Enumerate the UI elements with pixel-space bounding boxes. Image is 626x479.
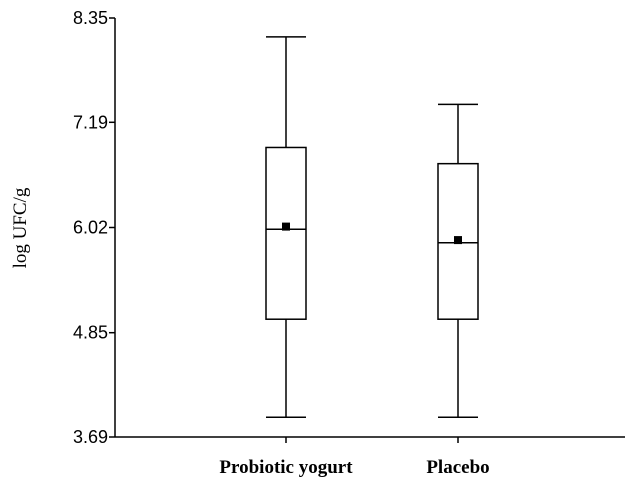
axes (114, 18, 625, 438)
y-axis-title: log UFC/g (10, 187, 31, 268)
mean-marker (454, 236, 462, 245)
y-ticks: 3.69 4.85 6.02 7.19 8.35 (73, 8, 115, 447)
x-tick-label: Placebo (426, 457, 489, 478)
boxes (265, 36, 479, 418)
x-tick-label: Probiotic yogurt (219, 457, 353, 478)
iqr-box (265, 146, 307, 320)
x-ticks: Probiotic yogurt Placebo (219, 437, 490, 478)
y-tick-label: 6.02 (73, 218, 108, 238)
y-tick-label: 4.85 (73, 323, 108, 343)
y-tick-label: 7.19 (73, 112, 108, 132)
mean-marker (282, 222, 290, 231)
box-group (437, 103, 479, 418)
y-tick-label: 8.35 (73, 8, 108, 28)
box-group (265, 36, 307, 418)
y-tick-label: 3.69 (73, 427, 108, 447)
